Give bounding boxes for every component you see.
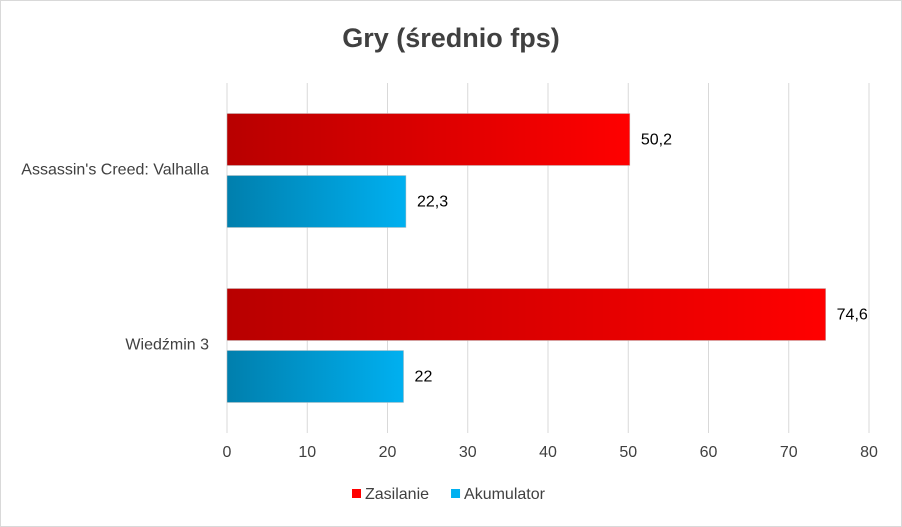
bar xyxy=(226,288,826,341)
legend-label: Akumulator xyxy=(464,486,546,503)
data-label: 50,2 xyxy=(641,132,672,149)
y-tick-label: Assassin's Creed: Valhalla xyxy=(21,162,209,179)
x-tick-label: 20 xyxy=(379,444,397,461)
legend-label: Zasilanie xyxy=(365,486,429,503)
x-tick-label: 80 xyxy=(860,444,878,461)
x-tick-label: 50 xyxy=(619,444,637,461)
x-tick-label: 10 xyxy=(298,444,316,461)
x-tick-label: 40 xyxy=(539,444,557,461)
legend-swatch xyxy=(352,489,361,498)
x-tick-label: 60 xyxy=(700,444,718,461)
data-label: 22 xyxy=(415,369,433,386)
data-label: 22,3 xyxy=(417,194,448,211)
legend-swatch xyxy=(451,489,461,498)
bar xyxy=(226,350,404,403)
x-tick-label: 30 xyxy=(459,444,477,461)
bar xyxy=(226,175,407,228)
y-tick-label: Wiedźmin 3 xyxy=(125,337,209,354)
bar xyxy=(226,113,631,166)
x-tick-label: 0 xyxy=(223,444,232,461)
chart-title: Gry (średnio fps) xyxy=(342,23,560,53)
data-label: 74,6 xyxy=(837,307,868,324)
x-tick-label: 70 xyxy=(780,444,798,461)
